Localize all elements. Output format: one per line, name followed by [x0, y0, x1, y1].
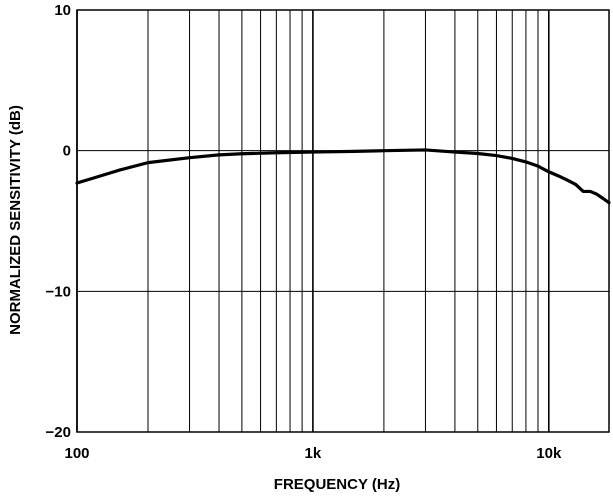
y-tick-label: 0: [63, 143, 71, 160]
sensitivity-curve: [75, 148, 611, 205]
x-tick-label: 10k: [536, 445, 562, 462]
x-axis-label: FREQUENCY (Hz): [274, 476, 400, 493]
y-tick-label: 10: [54, 2, 71, 19]
y-tick-label: −20: [46, 424, 71, 441]
y-axis-label: NORMALIZED SENSITIVITY (dB): [7, 105, 24, 335]
grid-lines: [76, 10, 609, 432]
y-tick-label: −10: [46, 283, 71, 300]
x-tick-label: 1k: [305, 445, 322, 462]
x-tick-label: 100: [64, 445, 89, 462]
plot-frame: [76, 9, 610, 433]
